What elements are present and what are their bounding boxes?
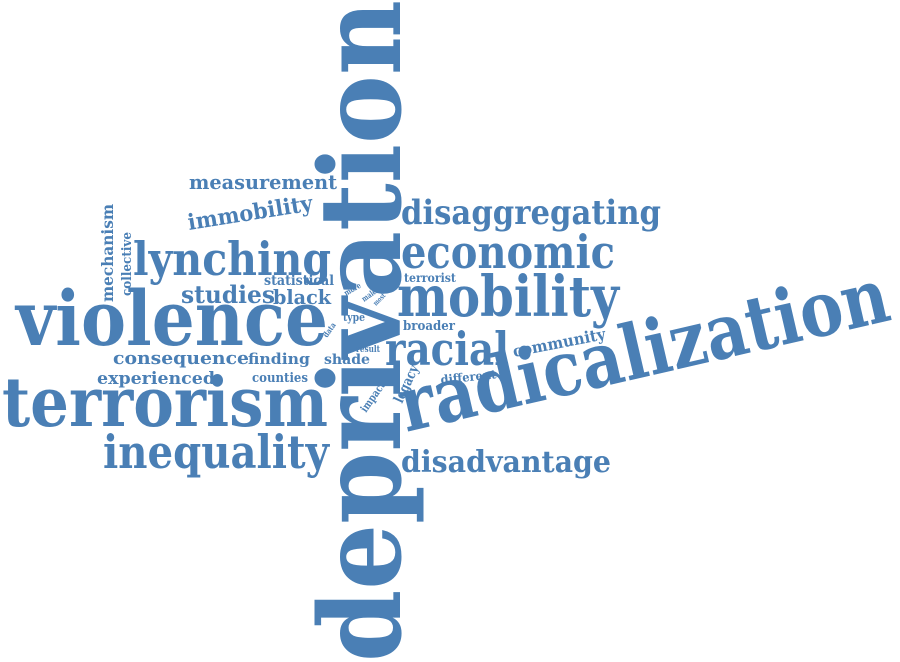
word-disaggregating: disaggregating (401, 193, 661, 233)
word-shade: shade (324, 352, 370, 368)
word-studies: studies (181, 280, 275, 309)
word-collective: collective (120, 232, 135, 296)
word-result: result (356, 345, 381, 355)
word-lynching: lynching (133, 232, 331, 286)
word-racial: racial (385, 322, 509, 376)
word-terrorist: terrorist (404, 271, 456, 285)
word-different: different (440, 367, 498, 387)
word-deprivation: deprivation (296, 0, 427, 662)
word-measurement: measurement (189, 170, 338, 194)
word-broader: broader (403, 319, 455, 334)
word-type: type (343, 311, 365, 324)
word-counties: counties (252, 371, 308, 386)
word-disadvantage: disadvantage (401, 445, 611, 480)
word-statistical: statistical (264, 273, 334, 289)
word-black: black (273, 285, 332, 309)
word-violence: violence (14, 274, 328, 363)
word-consequence: consequence (113, 348, 249, 369)
word-inequality: inequality (103, 425, 330, 479)
word-finding: finding (248, 350, 311, 368)
word-mobility: mobility (397, 264, 620, 330)
word-terrorism: terrorism (2, 363, 328, 443)
word-experienced: experienced (97, 369, 215, 389)
word-mechanism: mechanism (98, 204, 117, 302)
word-economic: economic (401, 225, 615, 279)
